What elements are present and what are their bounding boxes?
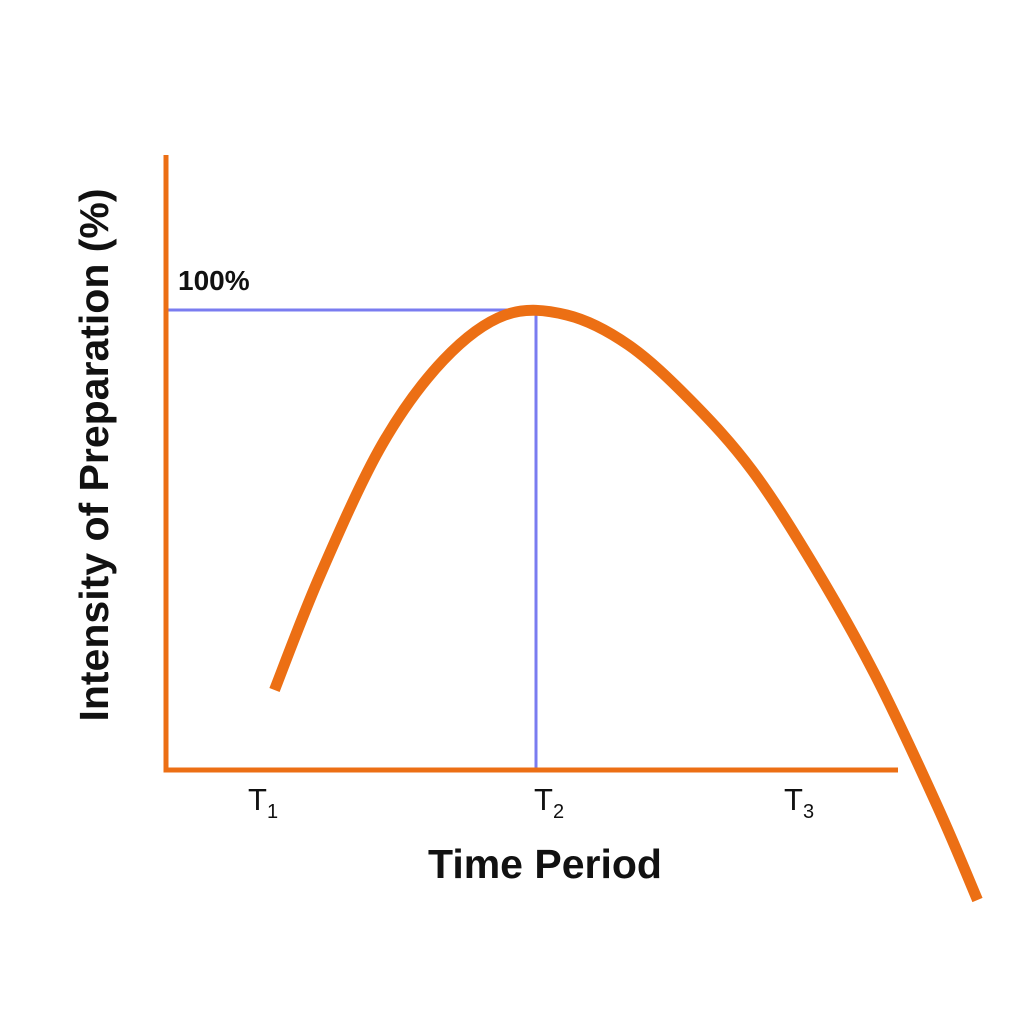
x-tick-label: T1 — [248, 782, 278, 823]
x-tick-label: T2 — [534, 782, 564, 823]
x-axis-title: Time Period — [428, 841, 662, 887]
intensity-curve — [269, 304, 983, 903]
peak-value-label: 100% — [178, 265, 250, 296]
x-tick-label: T3 — [784, 782, 814, 823]
y-axis-title: Intensity of Preparation (%) — [71, 188, 117, 721]
x-tick-labels: T1 T2 T3 — [248, 782, 814, 823]
